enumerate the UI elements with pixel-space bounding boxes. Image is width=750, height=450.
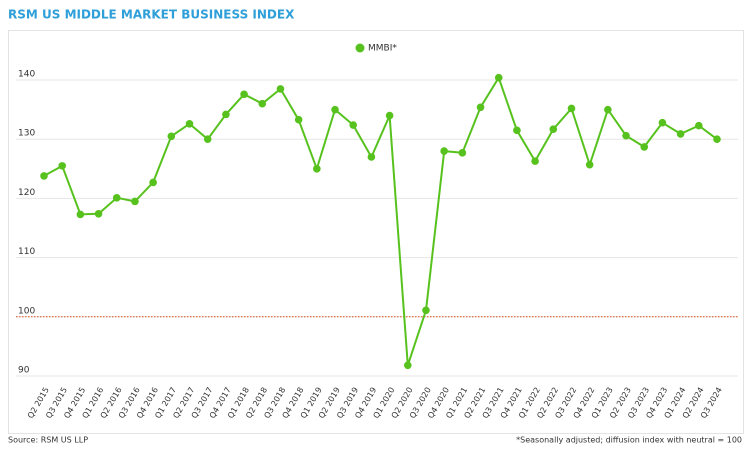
data-point [367, 153, 376, 161]
data-point [331, 105, 339, 114]
data-point [695, 121, 703, 130]
data-point [258, 99, 267, 108]
data-point [349, 121, 358, 129]
data-point [658, 118, 667, 127]
data-point [549, 125, 558, 133]
data-point [567, 104, 576, 113]
data-point [458, 149, 467, 157]
legend-swatch [355, 43, 365, 53]
data-point [167, 132, 176, 141]
data-point [149, 178, 157, 187]
data-point [713, 135, 721, 144]
data-point [476, 103, 485, 112]
note: *Seasonally adjusted; diffusion index wi… [516, 436, 742, 445]
y-tick-label: 120 [18, 188, 35, 198]
data-point [676, 130, 685, 138]
data-point [440, 147, 448, 155]
chart-frame [8, 30, 744, 434]
data-point [112, 194, 121, 202]
data-point [385, 111, 394, 120]
y-tick-label: 130 [18, 129, 35, 139]
data-point [240, 90, 248, 99]
legend-label: MMBI* [368, 44, 397, 54]
data-point [131, 197, 139, 206]
data-point [294, 115, 303, 124]
series-line [43, 75, 718, 366]
chart-title: RSM US MIDDLE MARKET BUSINESS INDEX [8, 8, 295, 22]
y-tick-label: 90 [18, 365, 30, 375]
data-point [622, 131, 630, 140]
data-point [76, 210, 85, 219]
data-point [313, 165, 321, 173]
data-point [185, 120, 194, 128]
data-point [531, 157, 539, 165]
data-point [422, 306, 430, 315]
source: Source: RSM US LLP [8, 436, 88, 445]
y-tick-label: 100 [18, 306, 35, 316]
data-point [585, 160, 594, 169]
y-tick-label: 140 [18, 70, 35, 80]
y-tick-label: 110 [18, 247, 35, 257]
data-point [94, 210, 103, 218]
data-point [40, 172, 48, 180]
data-point [604, 105, 612, 114]
data-point [494, 73, 503, 82]
data-point [203, 135, 212, 144]
data-point [513, 126, 521, 135]
data-point [640, 143, 649, 151]
data-point [58, 162, 66, 170]
data-point [222, 110, 230, 119]
data-point [276, 85, 285, 93]
data-point [403, 361, 412, 370]
